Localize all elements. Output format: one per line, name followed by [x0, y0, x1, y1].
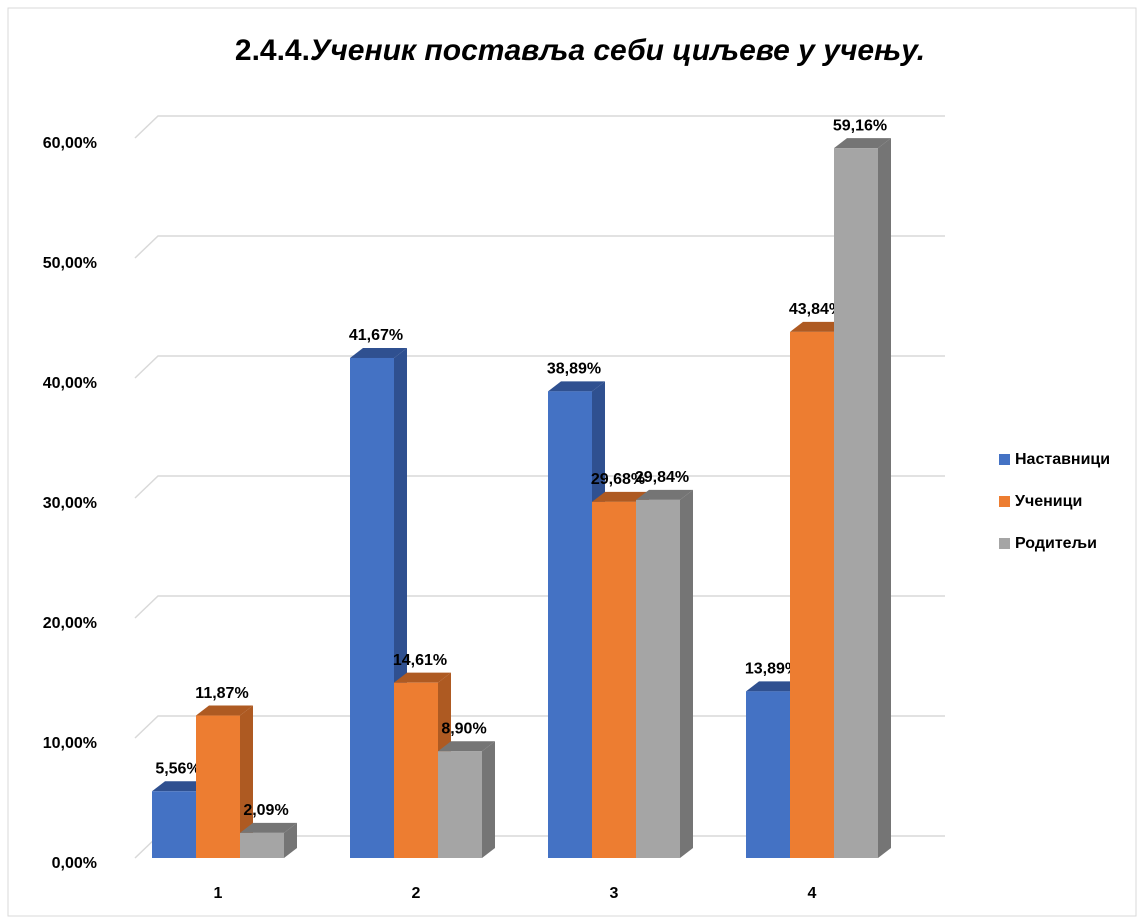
- chart-title: 2.4.4.Ученик поставља себи циљеве у учењ…: [235, 34, 925, 67]
- grid-line: [134, 475, 945, 499]
- x-tick-label: 4: [808, 885, 817, 902]
- bar-front: [790, 331, 834, 858]
- legend-label: Ученици: [1015, 493, 1082, 510]
- bar-front: [394, 682, 438, 858]
- data-label: 13,89%: [745, 661, 799, 678]
- bar-front: [196, 715, 240, 858]
- bar-top: [438, 741, 495, 752]
- data-label: 2,09%: [243, 802, 288, 819]
- bar-side: [284, 822, 297, 858]
- bar-side: [240, 705, 253, 858]
- grid-line: [134, 235, 945, 259]
- bar-top: [548, 381, 605, 392]
- legend-label: Наставници: [1015, 451, 1110, 468]
- bar: [636, 489, 693, 858]
- data-label: 5,56%: [155, 760, 200, 777]
- legend-label: Родитељи: [1015, 535, 1097, 552]
- bar: [834, 138, 891, 858]
- y-tick-label: 20,00%: [43, 615, 97, 632]
- legend-swatch: [999, 538, 1010, 549]
- bar-top: [240, 822, 297, 833]
- x-tick-label: 1: [214, 885, 223, 902]
- bar-front: [152, 791, 196, 858]
- bar-front: [350, 357, 394, 858]
- bar: [548, 381, 605, 858]
- bar-side: [878, 138, 891, 858]
- data-label: 59,16%: [833, 117, 887, 134]
- x-tick-label: 3: [610, 885, 619, 902]
- bar-front: [592, 501, 636, 858]
- y-tick-label: 50,00%: [43, 255, 97, 272]
- bar-top: [196, 705, 253, 716]
- data-label: 29,68%: [591, 471, 645, 488]
- bar-front: [438, 751, 482, 858]
- bar-top: [152, 781, 209, 792]
- y-tick-label: 0,00%: [52, 855, 97, 872]
- legend-swatch: [999, 496, 1010, 507]
- bar-top: [636, 489, 693, 500]
- legend-swatch: [999, 454, 1010, 465]
- data-label: 38,89%: [547, 361, 601, 378]
- title-number: 2.4.4.: [235, 34, 310, 67]
- y-tick-label: 40,00%: [43, 375, 97, 392]
- data-label: 14,61%: [393, 652, 447, 669]
- x-tick-label: 2: [412, 885, 421, 902]
- data-label: 43,84%: [789, 301, 843, 318]
- bar-top: [394, 672, 451, 683]
- data-label: 29,84%: [635, 469, 689, 486]
- bar-top: [790, 321, 847, 332]
- bar-top: [746, 681, 803, 692]
- bar-front: [240, 832, 284, 858]
- bar-top: [592, 491, 649, 502]
- bar: [196, 705, 253, 858]
- bar-front: [746, 691, 790, 858]
- y-tick-label: 10,00%: [43, 735, 97, 752]
- grid-line: [134, 355, 945, 379]
- bar-top: [834, 138, 891, 149]
- bar-side: [680, 489, 693, 858]
- bar-front: [636, 499, 680, 858]
- y-tick-label: 60,00%: [43, 135, 97, 152]
- bar-top: [350, 347, 407, 358]
- y-tick-label: 30,00%: [43, 495, 97, 512]
- bar: [240, 822, 297, 858]
- data-label: 41,67%: [349, 327, 403, 344]
- bar-front: [548, 391, 592, 858]
- grid-line: [134, 115, 945, 139]
- bar-side: [482, 741, 495, 858]
- bar: [438, 741, 495, 858]
- data-label: 11,87%: [195, 685, 248, 702]
- data-label: 8,90%: [441, 720, 486, 737]
- bar-front: [834, 148, 878, 858]
- title-text: Ученик поставља себи циљеве у учењу.: [310, 34, 925, 67]
